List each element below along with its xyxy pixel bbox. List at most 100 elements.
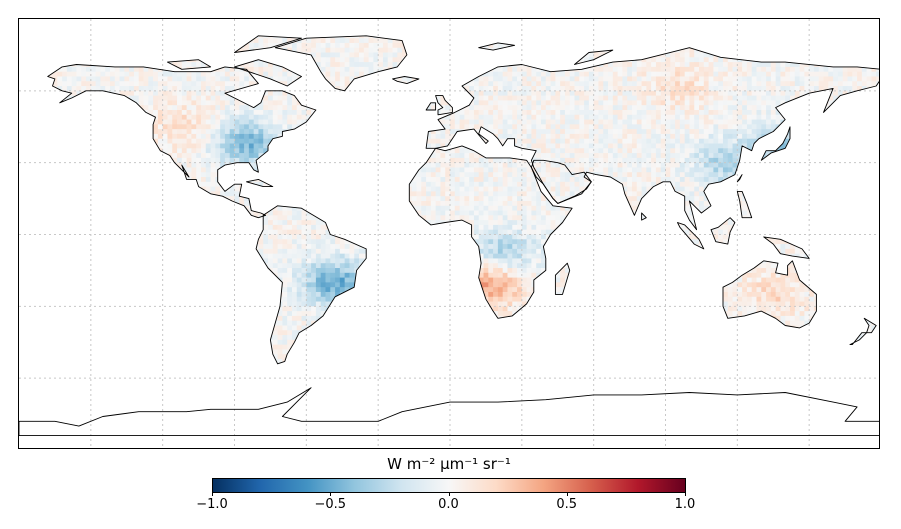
anomaly-cell — [555, 129, 561, 135]
anomaly-cell — [445, 138, 451, 144]
anomaly-cell — [191, 133, 197, 140]
anomaly-cell — [138, 129, 144, 135]
anomaly-cell — [23, 81, 29, 87]
anomaly-cell — [617, 62, 623, 68]
anomaly-cell — [818, 148, 824, 154]
anomaly-cell — [105, 162, 111, 168]
anomaly-cell — [646, 42, 652, 49]
anomaly-cell — [248, 90, 255, 97]
anomaly-cell — [157, 138, 164, 144]
anomaly-cell — [239, 81, 245, 87]
anomaly-cell — [445, 119, 451, 125]
anomaly-cell — [770, 143, 777, 149]
anomaly-cell — [742, 90, 748, 97]
anomaly-cell — [861, 148, 868, 154]
anomaly-cell — [675, 90, 681, 97]
anomaly-cell — [406, 76, 413, 82]
anomaly-cell — [790, 133, 796, 140]
anomaly-cell — [761, 81, 767, 87]
anomaly-cell — [148, 62, 154, 68]
anomaly-cell — [823, 57, 829, 63]
anomaly-cell — [526, 138, 532, 144]
anomaly-cell — [311, 100, 317, 106]
anomaly-cell — [526, 81, 532, 87]
anomaly-cell — [847, 105, 853, 111]
anomaly-cell — [430, 129, 437, 135]
anomaly-cell — [311, 90, 317, 97]
anomaly-cell — [526, 38, 532, 44]
anomaly-cell — [488, 105, 494, 111]
anomaly-cell — [722, 148, 729, 154]
anomaly-cell — [775, 42, 781, 49]
anomaly-cell — [766, 62, 772, 68]
anomaly-cell — [818, 86, 824, 92]
anomaly-cell — [646, 52, 652, 58]
anomaly-cell — [469, 124, 475, 130]
anomaly-cell — [363, 153, 369, 159]
anomaly-cell — [603, 71, 609, 77]
anomaly-cell — [746, 114, 753, 120]
anomaly-cell — [540, 62, 547, 68]
anomaly-cell — [220, 81, 226, 87]
anomaly-cell — [258, 114, 264, 120]
anomaly-cell — [727, 109, 733, 116]
anomaly-cell — [766, 86, 772, 92]
anomaly-cell — [866, 124, 872, 130]
anomaly-cell — [119, 105, 125, 111]
anomaly-cell — [378, 114, 384, 120]
anomaly-cell — [703, 52, 709, 58]
anomaly-cell — [813, 143, 820, 149]
anomaly-cell — [215, 157, 221, 164]
anomaly-cell — [277, 95, 283, 101]
anomaly-cell — [349, 100, 355, 106]
anomaly-cell — [234, 42, 240, 49]
anomaly-cell — [23, 124, 29, 130]
anomaly-cell — [100, 95, 106, 101]
anomaly-cell — [339, 148, 346, 154]
anomaly-cell — [23, 114, 29, 120]
anomaly-cell — [488, 162, 494, 168]
anomaly-cell — [871, 138, 877, 144]
anomaly-cell — [81, 66, 87, 73]
anomaly-cell — [612, 35, 619, 39]
anomaly-cell — [675, 57, 681, 63]
anomaly-cell — [306, 109, 312, 116]
anomaly-cell — [133, 129, 140, 135]
anomaly-cell — [435, 81, 441, 87]
anomaly-cell — [531, 71, 537, 77]
anomaly-cell — [536, 129, 542, 135]
anomaly-cell — [445, 105, 451, 111]
anomaly-cell — [718, 57, 724, 63]
anomaly-cell — [215, 42, 221, 49]
anomaly-cell — [335, 57, 341, 63]
anomaly-cell — [847, 35, 853, 39]
anomaly-cell — [42, 38, 49, 44]
anomaly-cell — [799, 71, 805, 77]
anomaly-cell — [517, 90, 523, 97]
anomaly-cell — [512, 47, 518, 53]
anomaly-cell — [866, 119, 872, 125]
anomaly-cell — [268, 100, 274, 106]
anomaly-cell — [335, 114, 341, 120]
anomaly-cell — [186, 62, 192, 68]
anomaly-cell — [435, 71, 441, 77]
anomaly-cell — [694, 52, 700, 58]
anomaly-cell — [574, 109, 580, 116]
anomaly-cell — [483, 57, 489, 63]
anomaly-cell — [459, 42, 465, 49]
anomaly-cell — [28, 133, 34, 140]
anomaly-cell — [660, 143, 666, 149]
anomaly-cell — [138, 47, 144, 53]
anomaly-cell — [143, 66, 149, 73]
anomaly-cell — [76, 90, 82, 97]
anomaly-cell — [809, 124, 815, 130]
anomaly-cell — [775, 153, 781, 159]
anomaly-cell — [229, 153, 235, 159]
anomaly-cell — [718, 148, 724, 154]
anomaly-cell — [488, 138, 494, 144]
anomaly-cell — [718, 153, 724, 159]
anomaly-cell — [655, 105, 662, 111]
anomaly-cell — [770, 76, 777, 82]
anomaly-cell — [282, 95, 288, 101]
anomaly-cell — [876, 35, 879, 39]
